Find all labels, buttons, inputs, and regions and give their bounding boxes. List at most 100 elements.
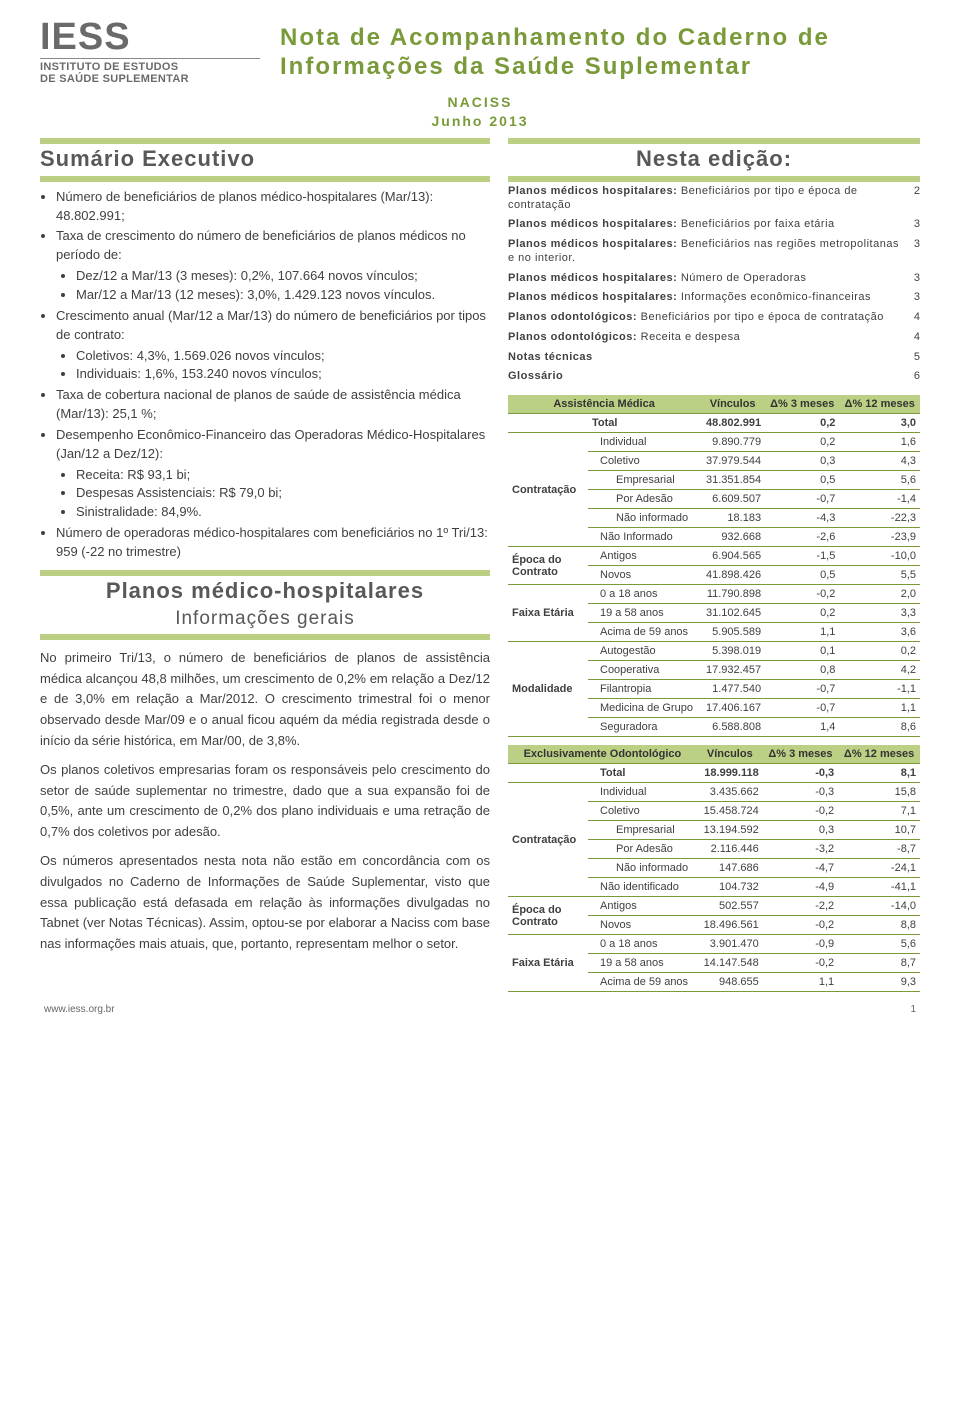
table-value: 1,1 bbox=[765, 623, 839, 642]
table-value: -14,0 bbox=[838, 897, 920, 916]
table-group: Contratação bbox=[508, 433, 588, 547]
table-row: ContrataçãoIndividual9.890.7790,21,6 bbox=[508, 433, 920, 452]
table-value: 5.398.019 bbox=[700, 642, 765, 661]
table-value: -23,9 bbox=[839, 528, 920, 547]
table-category: Não Informado bbox=[588, 528, 700, 547]
table-category: 19 a 58 anos bbox=[588, 604, 700, 623]
bullet-item: Taxa de crescimento do número de benefic… bbox=[56, 227, 490, 304]
bullet-item: Desempenho Econômico-Financeiro das Oper… bbox=[56, 426, 490, 522]
toc-row: Planos médicos hospitalares: Beneficiári… bbox=[508, 215, 920, 235]
table-value: -0,2 bbox=[763, 802, 838, 821]
table-category: Coletivo bbox=[588, 452, 700, 471]
nesta-edicao-head: Nesta edição: bbox=[508, 144, 920, 176]
toc-row: Planos odontológicos: Beneficiários por … bbox=[508, 308, 920, 328]
table-value: -3,2 bbox=[763, 840, 838, 859]
table-value: 6.609.507 bbox=[700, 490, 765, 509]
table-group bbox=[508, 764, 588, 783]
toc-row: Planos médicos hospitalares: Informações… bbox=[508, 288, 920, 308]
table-category: Acima de 59 anos bbox=[588, 623, 700, 642]
main-title: Nota de Acompanhamento do Caderno de Inf… bbox=[280, 20, 920, 82]
table-value: 6.904.565 bbox=[700, 547, 765, 566]
table-value: 1,4 bbox=[765, 718, 839, 737]
sub-bullet: Despesas Assistenciais: R$ 79,0 bi; bbox=[76, 484, 490, 503]
table-value: 10,7 bbox=[838, 821, 920, 840]
table-value: -0,2 bbox=[763, 916, 838, 935]
table-value: -1,1 bbox=[839, 680, 920, 699]
bullet-item: Número de beneficiários de planos médico… bbox=[56, 188, 490, 226]
table-assistencia-medica: Assistência MédicaVínculosΔ% 3 mesesΔ% 1… bbox=[508, 395, 920, 737]
divider-bar bbox=[40, 634, 490, 640]
table-category: Por Adesão bbox=[588, 490, 700, 509]
table-value: -10,0 bbox=[839, 547, 920, 566]
footer: www.iess.org.br 1 bbox=[40, 1004, 920, 1015]
two-column-layout: Sumário Executivo Número de beneficiário… bbox=[40, 138, 920, 992]
table-value: -0,7 bbox=[765, 680, 839, 699]
table-header: Exclusivamente Odontológico bbox=[508, 745, 697, 764]
toc-page: 6 bbox=[902, 370, 920, 384]
table-value: -41,1 bbox=[838, 878, 920, 897]
table-category: 0 a 18 anos bbox=[588, 585, 700, 604]
table-row: Total18.999.118-0,38,1 bbox=[508, 764, 920, 783]
table-category: Total bbox=[588, 414, 700, 433]
table-value: 5.905.589 bbox=[700, 623, 765, 642]
table-value: 502.557 bbox=[697, 897, 763, 916]
table-value: 8,1 bbox=[838, 764, 920, 783]
table-group: Faixa Etária bbox=[508, 585, 588, 642]
table-value: -2,6 bbox=[765, 528, 839, 547]
table-category: Empresarial bbox=[588, 821, 697, 840]
toc-label: Notas técnicas bbox=[508, 351, 902, 365]
table-value: 3,0 bbox=[839, 414, 920, 433]
toc-label: Planos médicos hospitalares: Beneficiári… bbox=[508, 218, 902, 232]
table-value: 3.435.662 bbox=[697, 783, 763, 802]
toc-row: Planos médicos hospitalares: Beneficiári… bbox=[508, 235, 920, 269]
subtitle: NACISS Junho 2013 bbox=[40, 93, 920, 129]
section-planos-head: Planos médico-hospitalares bbox=[40, 576, 490, 608]
table-category: Novos bbox=[588, 916, 697, 935]
table-category: Medicina de Grupo bbox=[588, 699, 700, 718]
table-header: Vínculos bbox=[700, 395, 765, 414]
page: IESS INSTITUTO DE ESTUDOS DE SAÚDE SUPLE… bbox=[0, 0, 960, 1035]
table-category: Novos bbox=[588, 566, 700, 585]
table-value: 37.979.544 bbox=[700, 452, 765, 471]
table-group: Contratação bbox=[508, 783, 588, 897]
table-group: Modalidade bbox=[508, 642, 588, 737]
logo-line1: INSTITUTO DE ESTUDOS bbox=[40, 61, 178, 73]
toc-page: 5 bbox=[902, 351, 920, 365]
subtitle-naciss: NACISS bbox=[448, 94, 513, 110]
table-value: 13.194.592 bbox=[697, 821, 763, 840]
toc-page: 3 bbox=[902, 218, 920, 232]
sub-bullet: Mar/12 a Mar/13 (12 meses): 3,0%, 1.429.… bbox=[76, 286, 490, 305]
table-value: 6.588.808 bbox=[700, 718, 765, 737]
toc-page: 3 bbox=[902, 238, 920, 266]
table-value: -4,7 bbox=[763, 859, 838, 878]
left-column: Sumário Executivo Número de beneficiário… bbox=[40, 138, 490, 992]
table-value: 5,6 bbox=[839, 471, 920, 490]
table-value: 9,3 bbox=[838, 973, 920, 992]
table-value: -22,3 bbox=[839, 509, 920, 528]
sub-bullet: Receita: R$ 93,1 bi; bbox=[76, 466, 490, 485]
table-value: 8,7 bbox=[838, 954, 920, 973]
table-row: Faixa Etária0 a 18 anos3.901.470-0,95,6 bbox=[508, 935, 920, 954]
toc-label: Glossário bbox=[508, 370, 902, 384]
table-category: Acima de 59 anos bbox=[588, 973, 697, 992]
table-value: 0,3 bbox=[765, 452, 839, 471]
bullet-text: Crescimento anual (Mar/12 a Mar/13) do n… bbox=[56, 308, 486, 342]
table-value: 104.732 bbox=[697, 878, 763, 897]
sub-bullet: Dez/12 a Mar/13 (3 meses): 0,2%, 107.664… bbox=[76, 267, 490, 286]
bullet-item: Crescimento anual (Mar/12 a Mar/13) do n… bbox=[56, 307, 490, 384]
table-value: 1,1 bbox=[839, 699, 920, 718]
table-category: Não informado bbox=[588, 859, 697, 878]
table-value: 3,6 bbox=[839, 623, 920, 642]
table-value: 9.890.779 bbox=[700, 433, 765, 452]
table-value: 0,2 bbox=[765, 414, 839, 433]
table-value: 2.116.446 bbox=[697, 840, 763, 859]
table-category: Individual bbox=[588, 783, 697, 802]
table-value: -1,5 bbox=[765, 547, 839, 566]
toc-row: Planos médicos hospitalares: Número de O… bbox=[508, 269, 920, 289]
body-paragraph: Os planos coletivos empresarias foram os… bbox=[40, 760, 490, 843]
table-category: Antigos bbox=[588, 897, 697, 916]
toc-row: Planos odontológicos: Receita e despesa4 bbox=[508, 328, 920, 348]
table-value: 7,1 bbox=[838, 802, 920, 821]
table-value: -0,2 bbox=[763, 954, 838, 973]
right-column: Nesta edição: Planos médicos hospitalare… bbox=[508, 138, 920, 992]
